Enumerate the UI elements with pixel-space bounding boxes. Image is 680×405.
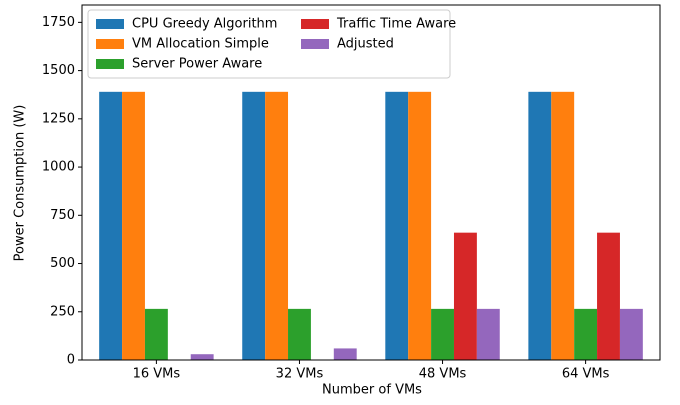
legend-box [87,9,451,79]
y-tick-label: 1000 [42,160,75,175]
bar [528,91,552,361]
x-tick-label: 16 VMs [133,367,181,382]
x-axis-label: Number of VMs [322,383,422,398]
bar [476,308,500,360]
bar [619,308,643,360]
bar [144,308,168,360]
bar [122,91,145,361]
y-axis-label: Power Consumption (W) [13,105,28,262]
legend-label: Traffic Time Aware [336,17,456,32]
plot-frame [81,4,661,361]
y-tick-label: 1250 [42,111,75,126]
y-tick-label: 1750 [42,15,75,30]
y-tick-label: 500 [50,256,75,271]
legend-swatch [96,19,124,29]
x-tick-label: 48 VMs [419,367,467,382]
legend-label: VM Allocation Simple [132,37,269,52]
legend-swatch [96,59,124,69]
legend-label: Adjusted [337,37,394,52]
bar [99,91,123,361]
legend-swatch [301,39,329,49]
legend-label: Server Power Aware [132,57,262,72]
y-tick-label: 750 [50,208,75,223]
y-tick-label: 0 [67,353,75,368]
bar [453,232,477,360]
bar [385,91,409,361]
bar [265,91,289,361]
legend-swatch [301,19,329,29]
bar [574,308,598,360]
y-tick-label: 1500 [42,63,75,78]
x-tick-label: 32 VMs [276,367,324,382]
legend-swatch [96,39,124,49]
bar [333,348,357,360]
bar [408,91,432,361]
bar [551,91,575,361]
bar [597,232,620,360]
bar [190,354,214,360]
legend-label: CPU Greedy Algorithm [132,17,277,32]
bar [242,91,266,361]
bar [431,308,454,360]
y-tick-label: 250 [50,304,75,319]
bar [288,308,311,360]
x-tick-label: 64 VMs [562,367,610,382]
